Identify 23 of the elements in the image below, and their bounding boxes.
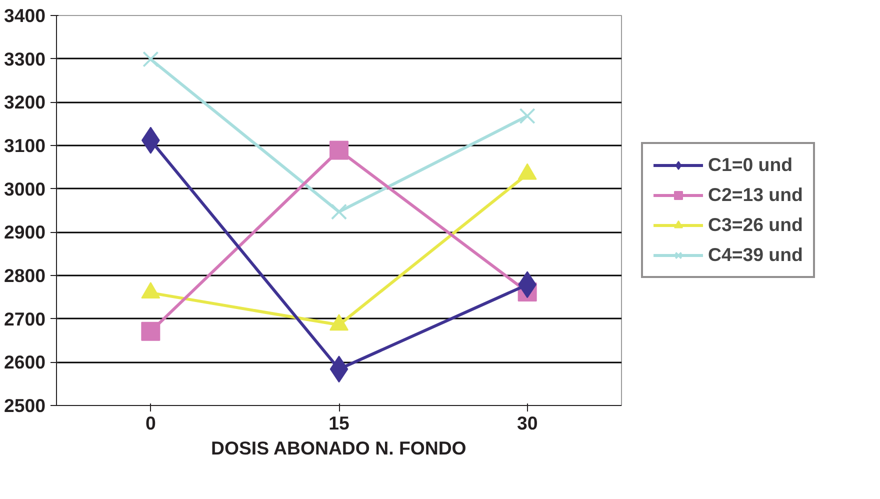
x-axis-title: DOSIS ABONADO N. FONDO xyxy=(210,438,466,458)
point xyxy=(519,108,536,124)
y-tick-label: 2900 xyxy=(4,222,46,243)
legend-label: C4=39 und xyxy=(708,244,803,266)
y-tick-label: 2700 xyxy=(4,308,46,330)
y-tick-label: 2500 xyxy=(4,395,46,416)
legend-label: C1=0 und xyxy=(708,154,792,176)
point xyxy=(330,140,348,160)
point xyxy=(141,322,160,341)
legend-label: C3=26 und xyxy=(708,214,803,236)
y-tick-label: 2600 xyxy=(4,352,46,373)
y-tick-label: 3200 xyxy=(4,92,46,113)
x-tick-label: 0 xyxy=(145,412,156,434)
y-tick-label: 3300 xyxy=(4,48,46,70)
y-tick-label: 3000 xyxy=(4,178,46,200)
point xyxy=(330,204,348,220)
y-tick-label: 2800 xyxy=(4,265,46,286)
legend-label: C2=13 und xyxy=(708,184,803,206)
x-tick-label: 30 xyxy=(516,412,538,434)
y-tick-label: 3100 xyxy=(4,135,46,156)
point xyxy=(142,51,159,68)
x-tick-label: 15 xyxy=(328,412,350,434)
y-tick-label: 3400 xyxy=(4,5,46,26)
